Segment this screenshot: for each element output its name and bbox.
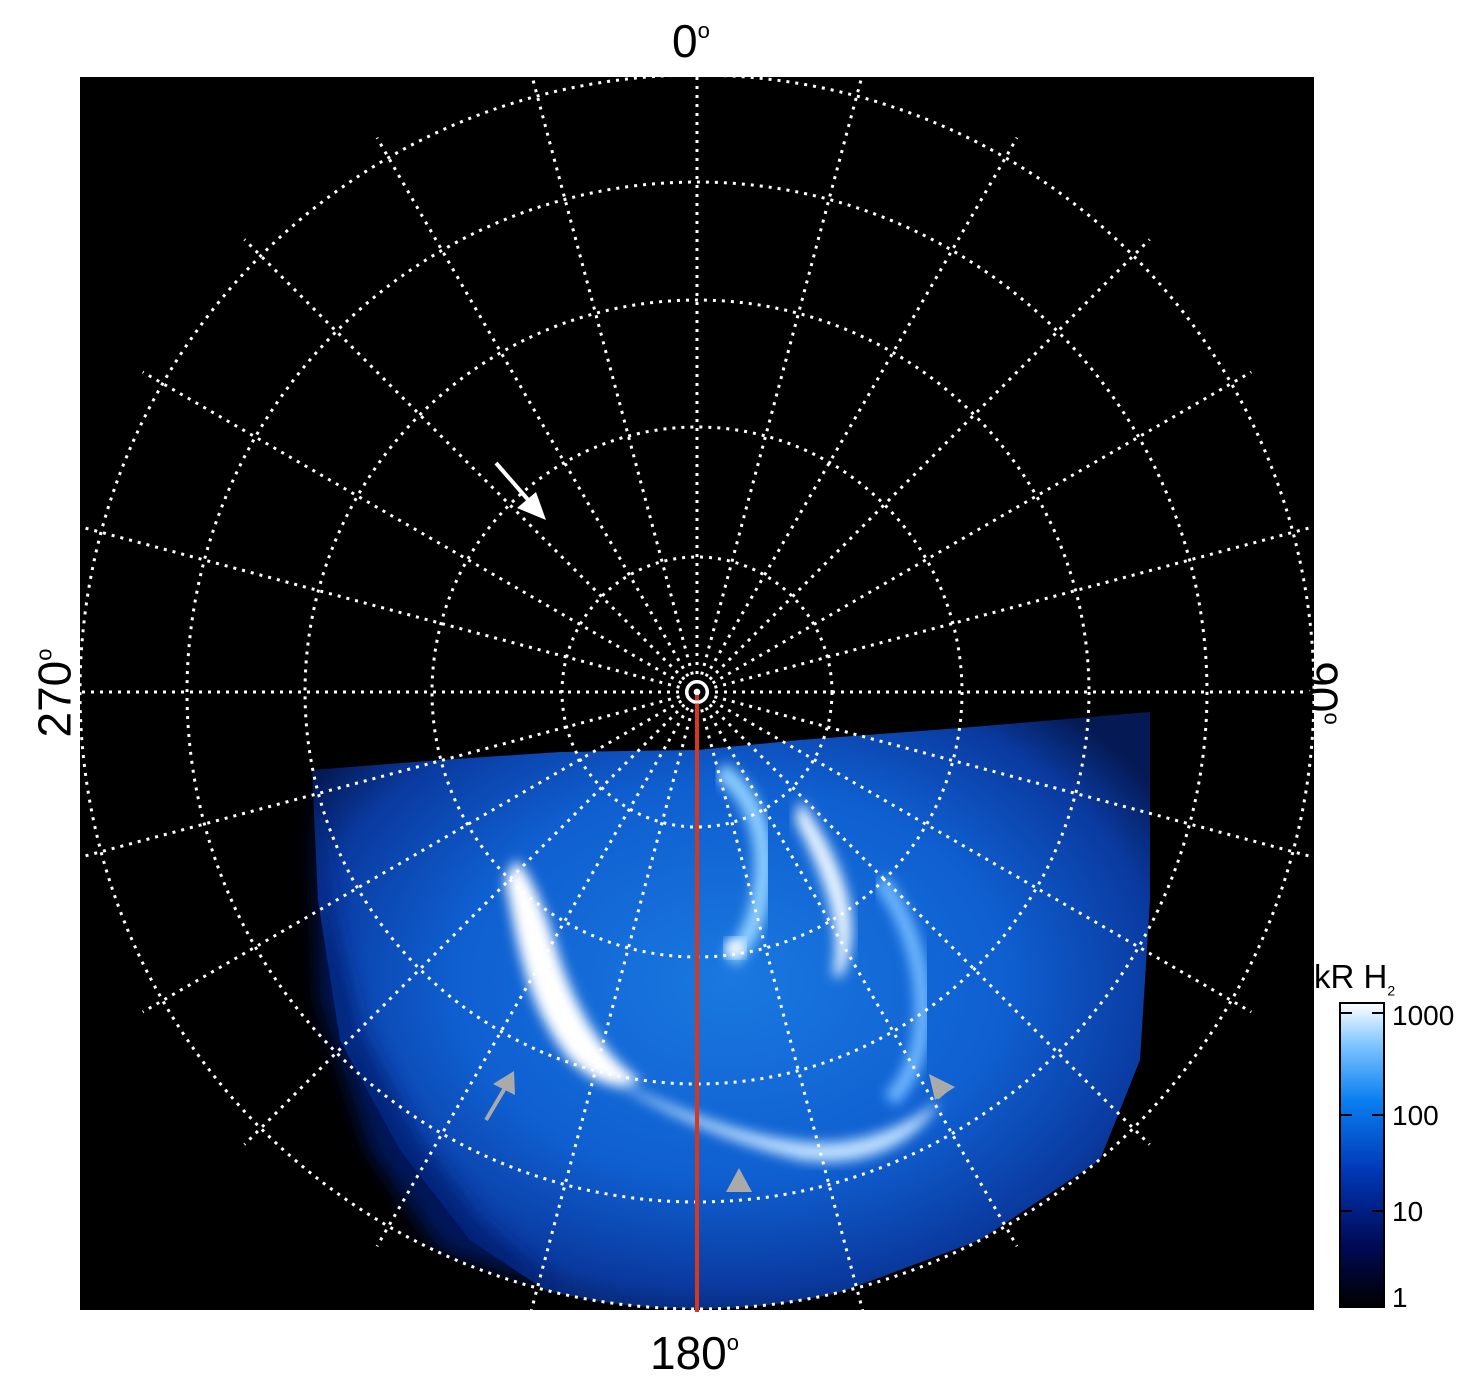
colorbar-tick-10: 10 — [1392, 1196, 1424, 1227]
meridian-line — [375, 136, 699, 693]
meridian-line — [141, 370, 698, 694]
colorbar-tick-1000: 1000 — [1392, 1000, 1455, 1031]
meridian-line — [696, 690, 1253, 1014]
meridian-line — [695, 691, 1019, 1248]
colorbar-ticks — [1340, 1012, 1384, 1212]
meridian-line — [696, 525, 1314, 694]
meridian-line — [695, 77, 864, 693]
colorbar-title: kR H2 — [1314, 958, 1396, 999]
meridian-line — [141, 690, 698, 1014]
meridian-line — [80, 690, 698, 859]
colorbar-tick-1: 1 — [1392, 1282, 1408, 1313]
auroral-emission — [312, 712, 1150, 1309]
label-180-degrees: 180o — [650, 1327, 739, 1379]
colorbar — [1339, 1002, 1385, 1308]
meridian-line — [695, 690, 1151, 1146]
white-arrow-icon — [494, 461, 546, 520]
gray-arrow-right-icon — [929, 1074, 955, 1100]
meridian-line — [695, 136, 1019, 693]
gray-arrow-left-icon — [484, 1071, 515, 1122]
meridian-line — [695, 691, 865, 1310]
meridian-line — [80, 525, 698, 694]
meridian-line — [695, 238, 1151, 694]
label-0-degrees: 0o — [672, 15, 710, 67]
label-270-degrees: 270o — [28, 648, 81, 738]
meridian-line — [529, 691, 699, 1310]
label-90-degrees: 90o — [1295, 661, 1348, 725]
gray-triangle-marker-icon — [726, 1168, 752, 1192]
meridian-line — [375, 691, 699, 1248]
meridian-line — [243, 238, 699, 694]
meridian-line — [243, 690, 699, 1146]
meridian-line — [696, 690, 1314, 859]
pole-marker — [685, 680, 709, 704]
meridian-line — [530, 77, 699, 693]
colorbar-tick-100: 100 — [1392, 1100, 1439, 1131]
meridian-line — [696, 370, 1253, 694]
